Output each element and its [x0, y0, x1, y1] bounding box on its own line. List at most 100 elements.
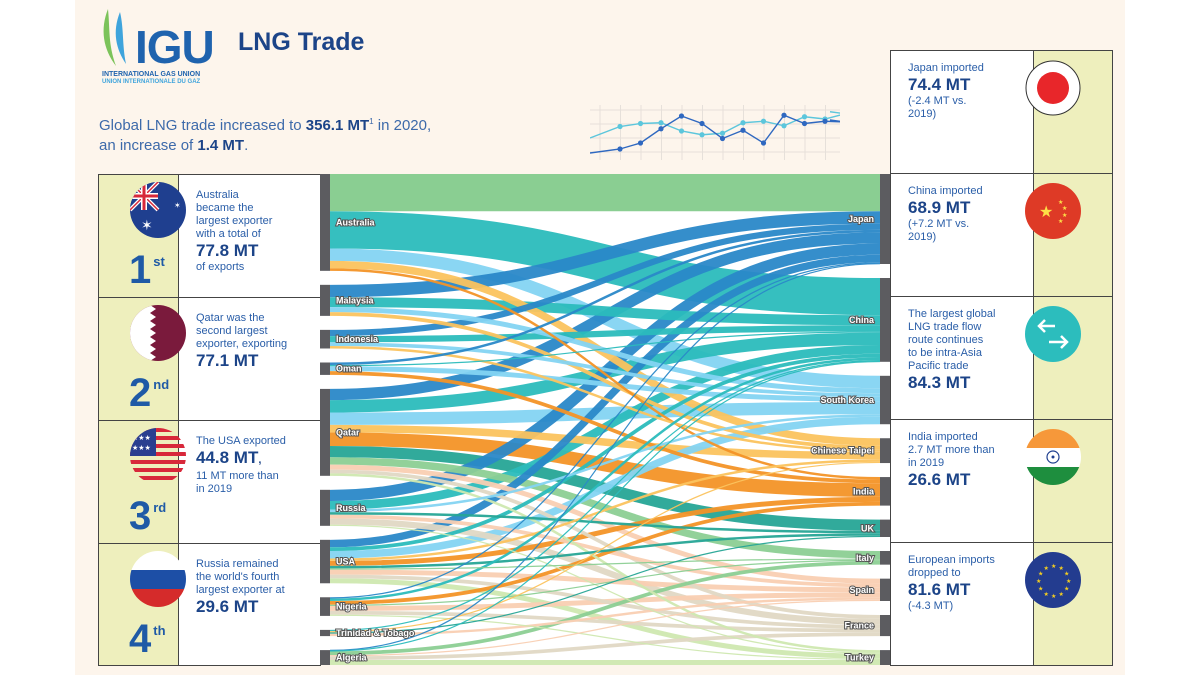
russia-flag-icon [130, 551, 186, 607]
decor-point [740, 127, 746, 133]
australia-flag-icon: ✶ ✶ [130, 182, 186, 238]
panel-text-line: route continues [908, 334, 984, 346]
flow-nigeria-to-turkey [329, 614, 881, 661]
panel-text-after: 11 MT more than [196, 470, 279, 482]
panel-value-text: 77.1 MT [196, 351, 259, 370]
panel-value: 74.4 MT [908, 75, 1033, 95]
flow-malaysia-to-south-korea [329, 307, 881, 394]
source-label: Malaysia [336, 295, 375, 305]
source-label: Trinidad & Tobago [336, 628, 415, 638]
headline-end: . [244, 137, 249, 154]
flow-indonesia-to-japan [329, 223, 881, 337]
panel-value-text: 26.6 MT [908, 470, 971, 489]
flow-oman-to-japan [329, 229, 881, 365]
decor-point [760, 118, 767, 124]
decor-point [781, 112, 787, 118]
panel-text-line: India imported [908, 431, 978, 443]
panel-text-line: LNG trade flow [908, 321, 982, 333]
flow-nigeria-to-japan [329, 262, 881, 599]
panel-text-line: the world's fourth [196, 571, 280, 583]
target-label: UK [861, 523, 874, 533]
lng-trade-sankey: Australia Malaysia Indonesia Oman Qatar Russi… [320, 174, 890, 665]
decor-point [760, 140, 767, 146]
flow-oman-to-south-korea [329, 366, 881, 402]
rank-number: 4 [129, 617, 152, 661]
panel-text-after: 2019) [908, 231, 937, 243]
decor-point [801, 120, 808, 127]
flow-indonesia-to-chinese-taipei [329, 346, 881, 452]
target-label: Spain [849, 585, 874, 595]
panel-text-line: Australia [196, 189, 239, 201]
panel-text-line: to be intra-Asia [908, 347, 982, 359]
source-label: Oman [336, 364, 362, 374]
igu-flame-logo-icon [103, 9, 126, 66]
panel-text-line: dropped to [908, 567, 961, 579]
flow-algeria-to-spain [329, 599, 881, 657]
panel-text-line: 2.7 MT more than [908, 444, 995, 456]
svg-text:✶: ✶ [174, 201, 181, 210]
decor-point [740, 120, 746, 126]
panel-value: 77.8 MT [196, 241, 316, 261]
source-node-indonesia [320, 329, 330, 349]
page-title: LNG Trade [238, 28, 365, 56]
svg-text:★: ★ [1036, 578, 1041, 585]
flow-nigeria-to-india [329, 501, 881, 605]
flow-qatar-to-chinese-taipei [329, 424, 881, 460]
flow-algeria-to-italy [329, 560, 881, 656]
svg-text:★: ★ [1064, 571, 1069, 578]
target-node-italy [880, 550, 890, 565]
panel-text-line: The largest global [908, 308, 996, 320]
source-node-nigeria [320, 597, 330, 616]
decorative-line-chart [590, 105, 840, 160]
source-node-oman [320, 362, 330, 375]
panel-text: Australia became the largest exporter with … [196, 189, 316, 274]
panel-text-line: second largest [196, 325, 268, 337]
flow-indonesia-to-china [329, 325, 881, 343]
panel-text-line: Qatar was the [196, 312, 265, 324]
flow-usa-to-china [329, 353, 881, 551]
panel-text-line: The USA exported [196, 435, 286, 447]
sankey-flows [329, 174, 881, 665]
panel-value: 81.6 MT [908, 580, 1033, 600]
flow-australia-to-china [329, 211, 881, 316]
target-node-india [880, 477, 890, 506]
flow-russia-to-turkey [329, 524, 881, 654]
flow-indonesia-to-south-korea [329, 342, 881, 397]
source-node-usa [320, 539, 330, 584]
flow-oman-to-india [329, 371, 881, 484]
panel-text: The largest global LNG trade flow route co… [908, 308, 1033, 393]
source-node-trinidad-tobago [320, 629, 330, 637]
flow-malaysia-to-chinese-taipei [329, 312, 881, 450]
decor-point [637, 120, 644, 127]
panel-text-after: (+7.2 MT vs. [908, 218, 970, 230]
svg-text:★: ★ [1059, 591, 1064, 598]
panel-text: Japan imported 74.4 MT (-2.4 MT vs. 2019) [908, 62, 1033, 121]
flow-russia-to-south-korea [329, 414, 881, 513]
headline-footnote: 1 [369, 117, 374, 126]
panel-text: China imported 68.9 MT (+7.2 MT vs. 2019) [908, 185, 1033, 244]
source-label: Russia [336, 503, 367, 513]
source-label: Australia [336, 217, 376, 227]
headline-value: 356.1 MT [305, 117, 370, 134]
svg-text:★: ★ [1059, 565, 1064, 572]
usa-flag-icon: ★★★ ★★★ [130, 428, 186, 484]
panel-value: 77.1 MT [196, 351, 316, 371]
target-label: Japan [848, 214, 874, 224]
decor-line-0 [590, 111, 840, 139]
panel-value-text: 68.9 MT [908, 198, 971, 217]
panel-text-line: exporter, exporting [196, 338, 288, 350]
flow-usa-to-india [329, 496, 881, 566]
importers-panel: Japan imported 74.4 MT (-2.4 MT vs. 2019) ★ ★… [890, 50, 1113, 666]
headline: Global LNG trade increased to 356.1 MT1 … [99, 112, 431, 156]
importer-row-1: Japan imported 74.4 MT (-2.4 MT vs. 2019) [891, 51, 1112, 174]
flow-usa-to-italy [329, 558, 881, 570]
flow-usa-to-south-korea [329, 416, 881, 559]
decor-point [678, 128, 685, 134]
target-node-japan [880, 174, 890, 265]
decor-point [617, 123, 623, 130]
source-node-russia [320, 489, 330, 526]
flow-russia-to-uk [329, 512, 881, 534]
source-label: USA [336, 557, 356, 567]
